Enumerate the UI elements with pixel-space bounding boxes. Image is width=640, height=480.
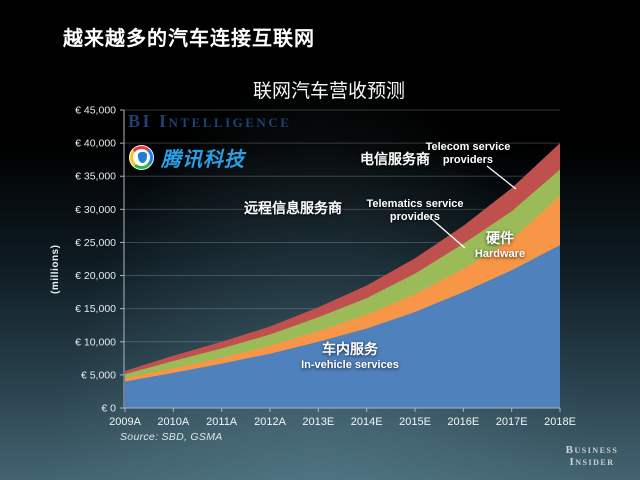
- label-hardware-en: Hardware: [474, 248, 526, 261]
- source-note: Source: SBD, GSMA: [120, 431, 223, 443]
- tencent-tech-label: 腾讯科技: [161, 149, 245, 171]
- y-tick-label: € 30,000: [75, 204, 116, 216]
- callout-line: [427, 215, 466, 249]
- y-tick-label: € 35,000: [75, 171, 116, 183]
- y-tick-label: € 25,000: [75, 237, 116, 249]
- business-insider-line1: Business: [565, 444, 619, 456]
- y-tick-label: € 20,000: [75, 270, 116, 282]
- label-in-vehicle: 车内服务 In-vehicle services: [295, 341, 405, 372]
- label-hardware-cn: 硬件: [486, 230, 514, 246]
- x-tick-label: 2017E: [496, 416, 528, 428]
- label-hardware: 硬件 Hardware: [455, 230, 545, 261]
- bi-intelligence-logo: BI Intelligence: [128, 111, 292, 131]
- label-telematics-cn: 远程信息服务商: [244, 200, 342, 216]
- y-tick-label: € 40,000: [75, 138, 116, 150]
- slide-title: 越来越多的汽车连接互联网: [63, 28, 315, 50]
- y-tick-label: € 0: [101, 403, 116, 415]
- x-tick-label: 2013E: [302, 416, 334, 428]
- tencent-tech-logo: 腾讯科技: [129, 143, 245, 172]
- area-in-vehicle-services: [125, 245, 560, 408]
- y-tick-label: € 15,000: [75, 303, 116, 315]
- y-tick-label: € 10,000: [75, 336, 116, 348]
- label-telecom-en: Telecom service providers: [425, 141, 511, 166]
- x-tick-label: 2010A: [157, 416, 189, 428]
- x-tick-label: 2012A: [254, 416, 286, 428]
- business-insider-line2: Insider: [569, 456, 615, 468]
- x-tick-label: 2009A: [109, 416, 141, 428]
- label-in-vehicle-cn: 车内服务: [322, 341, 378, 357]
- label-telematics-en: Telematics service providers: [366, 198, 464, 223]
- x-tick-label: 2011A: [206, 416, 238, 428]
- label-telecom-cn: 电信服务商: [360, 151, 430, 167]
- x-tick-label: 2018E: [544, 416, 576, 428]
- tencent-icon-drop: [138, 152, 147, 163]
- business-insider-logo: Business Insider: [554, 444, 630, 468]
- y-tick-label: € 45,000: [75, 105, 116, 117]
- x-tick-label: 2016E: [447, 416, 479, 428]
- y-tick-label: € 5,000: [81, 369, 116, 381]
- chart-title: 联网汽车营收预测: [252, 81, 405, 102]
- tencent-tech-icon: [129, 145, 154, 170]
- label-in-vehicle-en: In-vehicle services: [301, 359, 399, 372]
- x-tick-label: 2015E: [399, 416, 431, 428]
- callout-line: [486, 165, 517, 190]
- x-tick-label: 2014E: [351, 416, 383, 428]
